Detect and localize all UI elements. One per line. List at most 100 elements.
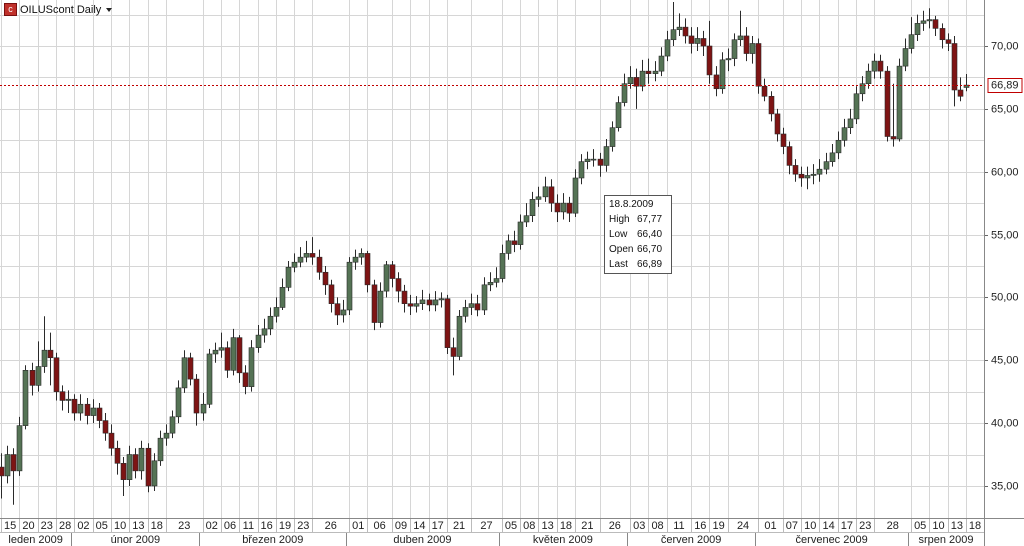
candle-body: [804, 175, 811, 179]
candle-body: [59, 391, 66, 401]
candle-body: [432, 299, 439, 306]
candle-body: [523, 215, 530, 223]
candle-body: [303, 253, 310, 258]
candle-body: [902, 48, 909, 67]
x-tick-label: 26: [609, 520, 621, 532]
candle-body: [181, 357, 188, 389]
y-tick-label: 60,00: [991, 166, 1019, 178]
candle-body: [639, 70, 646, 87]
candle-body: [242, 372, 249, 387]
x-tick-label: 23: [41, 520, 53, 532]
x-tick-label: 03: [633, 520, 645, 532]
candle-body: [939, 28, 946, 41]
candle-body: [945, 39, 952, 44]
candle-body: [322, 271, 329, 286]
candle-body: [865, 70, 872, 85]
tooltip-row: Last 66,89: [609, 257, 671, 272]
candle-body: [896, 65, 903, 140]
candle-body: [10, 454, 17, 472]
candle-body: [798, 173, 805, 179]
candle-body: [859, 83, 866, 95]
candle-body: [823, 161, 830, 170]
candle-body: [84, 403, 91, 416]
month-label: srpen 2009: [918, 534, 973, 546]
candle-body: [90, 407, 97, 416]
candle-body: [645, 70, 652, 74]
candle-body: [877, 60, 884, 72]
candle-body: [676, 26, 683, 30]
candle-body: [890, 136, 897, 140]
candle-body: [694, 38, 701, 44]
candle-body: [786, 146, 793, 166]
candle-body: [755, 43, 762, 87]
candle-body: [41, 349, 48, 367]
x-tick-label: 01: [764, 520, 776, 532]
tooltip-key: High: [609, 214, 630, 225]
x-tick-label: 27: [480, 520, 492, 532]
candle-body: [35, 366, 42, 386]
candle-body: [847, 118, 854, 129]
candle-body: [871, 60, 878, 72]
candle-body: [175, 387, 182, 418]
candle-body: [926, 19, 933, 22]
tooltip-value: 66,70: [637, 244, 663, 255]
candle-body: [267, 315, 274, 330]
candle-body: [566, 202, 573, 214]
candle-body: [584, 158, 591, 162]
candle-body: [29, 370, 36, 386]
candle-body: [340, 309, 347, 316]
candle-body: [236, 337, 243, 374]
x-tick-label: 05: [505, 520, 517, 532]
tooltip-key: Low: [609, 229, 628, 240]
candle-body: [426, 299, 433, 306]
candle-body: [96, 407, 103, 421]
candle-body: [114, 447, 121, 464]
candle-body: [163, 432, 170, 439]
month-label: červenec 2009: [796, 534, 868, 546]
dropdown-arrow[interactable]: [106, 7, 113, 12]
candle-body: [413, 303, 420, 307]
candle-body: [206, 353, 213, 405]
candle-body: [212, 349, 219, 355]
x-tick-label: 19: [713, 520, 725, 532]
tooltip-value: 67,77: [637, 214, 663, 225]
candle-body: [334, 303, 341, 316]
candle-body: [737, 35, 744, 41]
y-tick-label: 70,00: [991, 40, 1019, 52]
candle-body: [474, 303, 481, 311]
candle-body: [102, 420, 109, 434]
candle-body: [462, 307, 469, 317]
candle-body: [316, 256, 323, 273]
candle-body: [963, 84, 970, 88]
candle-body: [835, 139, 842, 154]
month-label: duben 2009: [393, 534, 451, 546]
candle-body: [120, 463, 127, 480]
candle-body: [255, 334, 262, 348]
candle-body: [774, 113, 781, 135]
x-tick-label: 08: [523, 520, 535, 532]
y-tick-label: 65,00: [991, 103, 1019, 115]
candle-body: [22, 370, 29, 426]
chart-header[interactable]: c OILUScont Daily: [4, 3, 113, 16]
candle-body: [389, 264, 396, 279]
candle-body: [4, 454, 11, 477]
candle-body: [364, 253, 371, 286]
x-tick-label: 09: [395, 520, 407, 532]
candle-body: [71, 398, 78, 414]
candle-body: [932, 19, 939, 29]
x-tick-label: 11: [673, 520, 684, 532]
x-tick-label: 23: [297, 520, 309, 532]
candle-body: [792, 165, 799, 175]
candle-body: [108, 432, 115, 449]
candle-body: [511, 240, 518, 245]
x-tick-label: 02: [77, 520, 89, 532]
x-tick-label: 10: [932, 520, 944, 532]
x-tick-label: 21: [453, 520, 465, 532]
candle-body: [487, 282, 494, 286]
candle-body: [780, 133, 787, 147]
candle-body: [224, 347, 231, 371]
candle-body: [493, 278, 500, 283]
candle-body: [383, 264, 390, 292]
x-tick-label: 02: [206, 520, 218, 532]
candle-body: [218, 347, 225, 351]
